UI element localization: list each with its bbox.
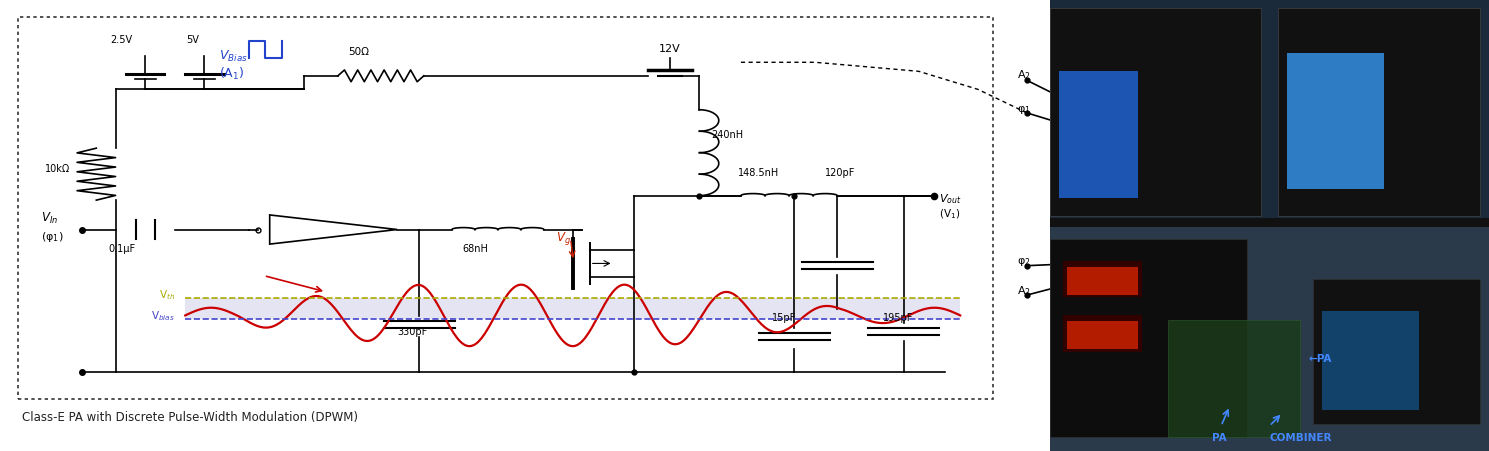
Text: 10kΩ: 10kΩ <box>45 163 70 173</box>
Text: V$_{In}$: V$_{In}$ <box>42 211 58 226</box>
Bar <box>1050 239 1248 437</box>
Bar <box>1059 72 1138 198</box>
Text: 120pF: 120pF <box>825 168 856 178</box>
Text: 2.5V: 2.5V <box>110 35 133 45</box>
Text: 12V: 12V <box>660 44 680 54</box>
Text: 50Ω: 50Ω <box>1464 156 1485 166</box>
Bar <box>1286 54 1383 189</box>
Text: 5V: 5V <box>186 35 200 45</box>
Text: V$_2$: V$_2$ <box>1284 266 1297 280</box>
Text: 12.5Ω: 12.5Ω <box>1418 157 1447 167</box>
Text: Hybrid: Hybrid <box>1345 115 1379 125</box>
Bar <box>1313 280 1480 424</box>
Text: COMBINER: COMBINER <box>1269 432 1331 442</box>
Bar <box>1050 0 1489 226</box>
Bar <box>1063 262 1142 298</box>
Text: (φ$_1$): (φ$_1$) <box>42 229 64 243</box>
Text: 25Ω: 25Ω <box>1234 97 1255 106</box>
Text: V$_1$: V$_1$ <box>1284 118 1297 132</box>
Text: (A$_1$): (A$_1$) <box>219 65 244 82</box>
Text: V$_{out}$: V$_{out}$ <box>940 192 962 206</box>
Text: V$_{th}$: V$_{th}$ <box>159 288 174 301</box>
Text: (V$_1$): (V$_1$) <box>940 207 960 220</box>
Text: V$_{bias}$: V$_{bias}$ <box>150 308 174 322</box>
Text: 25Ω: 25Ω <box>1234 284 1255 294</box>
Text: A$_2$: A$_2$ <box>1017 69 1030 82</box>
Bar <box>1169 320 1300 437</box>
Text: 240nH: 240nH <box>712 129 743 139</box>
Bar <box>1050 9 1261 216</box>
Bar <box>1322 311 1419 410</box>
Text: PA: PA <box>1212 432 1227 442</box>
Text: 195pF: 195pF <box>883 312 914 322</box>
Bar <box>1304 76 1419 200</box>
Text: Load: Load <box>1429 83 1455 93</box>
Bar <box>1063 316 1142 352</box>
Text: PA: PA <box>1147 121 1160 131</box>
Bar <box>185 299 960 319</box>
Text: Antenna: Antenna <box>1422 66 1467 76</box>
Bar <box>1286 54 1383 189</box>
Bar <box>1050 226 1489 451</box>
Text: PA: PA <box>1147 270 1160 280</box>
Text: φ$_2$: φ$_2$ <box>1017 256 1030 268</box>
Text: ←PA: ←PA <box>1309 353 1333 363</box>
Bar <box>1278 9 1480 216</box>
Text: 148.5nH: 148.5nH <box>739 168 779 178</box>
Text: A$_2$: A$_2$ <box>1017 283 1030 297</box>
Text: Class-E PA with Discrete Pulse-Width Modulation (DPWM): Class-E PA with Discrete Pulse-Width Mod… <box>22 410 359 423</box>
Text: V$_g$: V$_g$ <box>555 229 570 246</box>
Text: 68nH: 68nH <box>463 243 488 253</box>
Bar <box>1059 72 1138 198</box>
Text: 330pF: 330pF <box>398 327 427 336</box>
Bar <box>1068 322 1138 350</box>
Text: V$_{Bias}$: V$_{Bias}$ <box>219 49 249 64</box>
Bar <box>1322 311 1419 410</box>
Bar <box>1068 267 1138 295</box>
Text: Combiner: Combiner <box>1337 140 1388 150</box>
Text: φ$_1$: φ$_1$ <box>1017 104 1030 116</box>
Text: 15pF: 15pF <box>771 312 797 322</box>
Text: 0.1µF: 0.1µF <box>109 243 135 253</box>
Bar <box>1050 219 1489 228</box>
Bar <box>1059 72 1138 198</box>
Text: 50Ω: 50Ω <box>348 47 369 57</box>
Bar <box>18 18 993 399</box>
